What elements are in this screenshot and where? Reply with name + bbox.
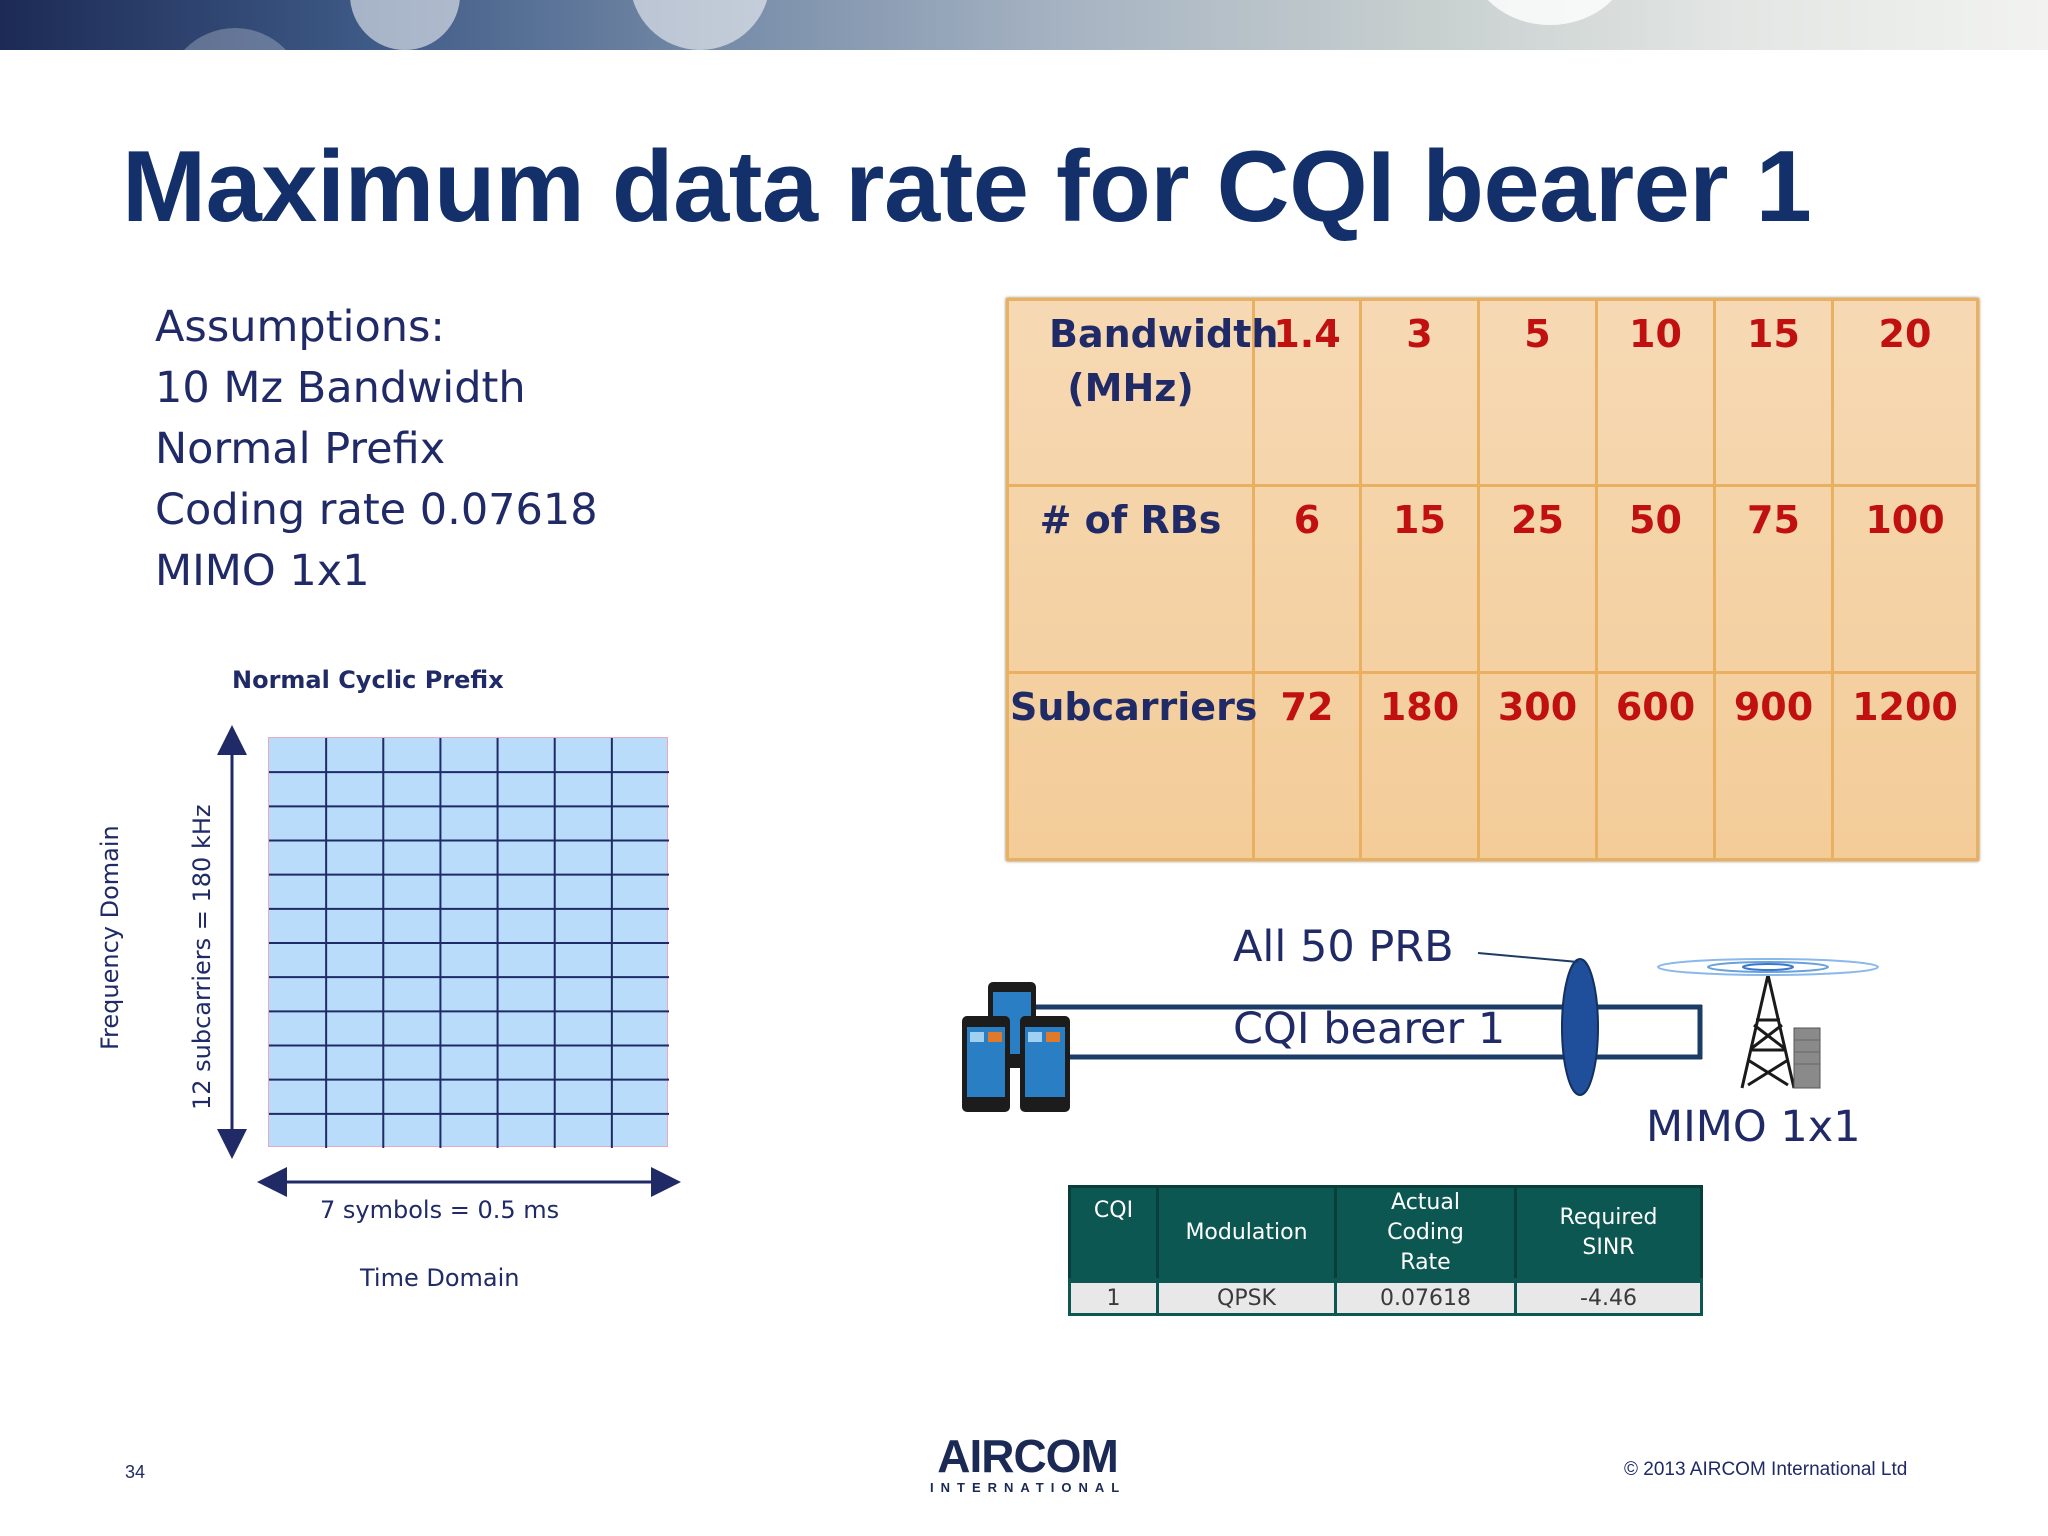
- table-cell: 1200: [1831, 670, 1979, 862]
- table-row: Subcarriers 72 180 300 600 900 1200: [1006, 670, 1979, 862]
- logo-sub-text: INTERNATIONAL: [930, 1480, 1127, 1495]
- assumption-bandwidth: 10 Mz Bandwidth: [155, 363, 526, 413]
- table-cell: QPSK: [1156, 1278, 1337, 1316]
- table-cell: -4.46: [1514, 1278, 1703, 1316]
- table-cell: 100: [1831, 483, 1979, 674]
- resource-block-grid: [268, 737, 669, 1148]
- resource-grid-lines: [269, 738, 669, 1148]
- grid-title: Normal Cyclic Prefix: [232, 666, 504, 694]
- table-cell: 15: [1713, 298, 1834, 487]
- row-header-bandwidth: Bandwidth (MHz): [1006, 298, 1278, 487]
- assumptions-heading: Assumptions:: [155, 302, 445, 352]
- table-cell: 300: [1477, 670, 1598, 862]
- page-number: 34: [125, 1462, 146, 1482]
- table-cell: 72: [1252, 670, 1362, 862]
- smartphones-icon: [962, 982, 1070, 1112]
- column-header: CQI: [1068, 1185, 1159, 1282]
- table-cell: 5: [1477, 298, 1598, 487]
- time-domain-label: Time Domain: [360, 1264, 520, 1292]
- table-cell: 20: [1831, 298, 1979, 487]
- table-row: 1 QPSK 0.07618 -4.46: [1068, 1278, 1703, 1316]
- slide-title: Maximum data rate for CQI bearer 1: [122, 131, 1812, 243]
- table-header-row: CQI Modulation Actual Coding Rate Requir…: [1068, 1185, 1703, 1282]
- cell-tower-icon: [1657, 958, 1879, 1089]
- table-cell: 6: [1252, 483, 1362, 674]
- logo-main-text: AIRCOM: [937, 1430, 1119, 1482]
- table-cell: 900: [1713, 670, 1834, 862]
- assumption-mimo: MIMO 1x1: [155, 546, 370, 596]
- cqi-table: CQI Modulation Actual Coding Rate Requir…: [1068, 1185, 1703, 1316]
- base-station-cabinet-icon: [1793, 1027, 1821, 1089]
- table-row: Bandwidth (MHz) 1.4 3 5 10 15 20: [1006, 298, 1979, 487]
- bearer-label: CQI bearer 1: [1233, 1004, 1506, 1054]
- row-header-rbs: # of RBs: [1006, 483, 1255, 674]
- table-cell: 1.4: [1252, 298, 1362, 487]
- copyright-text: © 2013 AIRCOM International Ltd: [1624, 1459, 1908, 1480]
- aircom-logo: AIRCOM INTERNATIONAL: [930, 1432, 1125, 1495]
- table-cell: 1: [1068, 1278, 1159, 1316]
- column-header: Modulation: [1156, 1185, 1337, 1282]
- table-cell: 10: [1595, 298, 1716, 487]
- table-cell: 15: [1359, 483, 1480, 674]
- table-cell: 600: [1595, 670, 1716, 862]
- prb-label: All 50 PRB: [1233, 922, 1454, 972]
- prb-pointer-line: [1477, 952, 1579, 963]
- table-cell: 180: [1359, 670, 1480, 862]
- table-cell: 50: [1595, 483, 1716, 674]
- assumption-coding-rate: Coding rate 0.07618: [155, 485, 598, 535]
- bandwidth-table: Bandwidth (MHz) 1.4 3 5 10 15 20 # of RB…: [1006, 298, 1979, 862]
- table-cell: 25: [1477, 483, 1598, 674]
- row-header-subcarriers: Subcarriers: [1006, 670, 1257, 862]
- table-cell: 3: [1359, 298, 1480, 487]
- table-cell: 0.07618: [1334, 1278, 1517, 1316]
- mimo-label: MIMO 1x1: [1646, 1102, 1861, 1152]
- column-header: Required SINR: [1514, 1185, 1703, 1282]
- symbols-label: 7 symbols = 0.5 ms: [320, 1196, 560, 1224]
- assumptions-list: Assumptions: 10 Mz Bandwidth Normal Pref…: [155, 297, 598, 602]
- assumption-prefix: Normal Prefix: [155, 424, 446, 474]
- top-banner: [0, 0, 2048, 50]
- column-header: Actual Coding Rate: [1334, 1185, 1517, 1282]
- prb-ellipse: [1561, 958, 1599, 1096]
- table-cell: 75: [1713, 483, 1834, 674]
- table-row: # of RBs 6 15 25 50 75 100: [1006, 483, 1979, 674]
